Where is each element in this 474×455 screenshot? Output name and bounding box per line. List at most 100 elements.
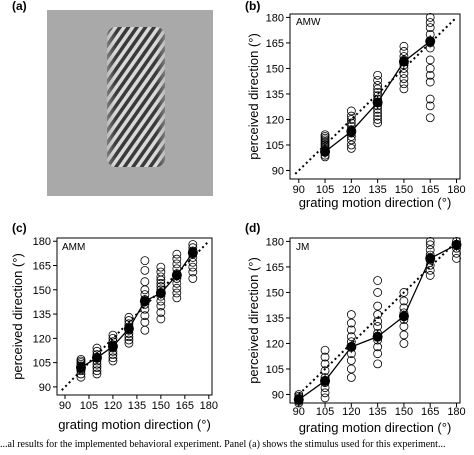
panel-d-trial-point <box>320 352 330 362</box>
panel-d-trial-point <box>399 322 409 331</box>
panel-d-trial-point <box>399 288 409 297</box>
panel-c-x-tick-label: 150 <box>152 400 170 412</box>
panel-d-x-tick-label: 150 <box>395 406 413 418</box>
panel-c-letter: (c) <box>12 221 27 235</box>
panel-b-trial-point <box>425 101 435 111</box>
panel-c-trial-point <box>108 330 118 340</box>
panel-d-trial-point <box>373 316 383 326</box>
panel-c-trial-point <box>188 267 198 277</box>
panel-d-trial-point <box>346 373 356 382</box>
panel-c-mean-point <box>187 247 198 258</box>
panel-d-trial-point <box>346 332 356 342</box>
figure-caption: ...al results for the implemented behavi… <box>0 439 446 450</box>
panel-d-y-tick-label: 120 <box>266 338 284 350</box>
panel-d-x-tick-label: 135 <box>368 406 386 418</box>
panel-c-mean-point <box>91 352 102 363</box>
panel-d-trial-point <box>346 325 356 335</box>
panel-c-y-tick-label: 180 <box>33 236 51 248</box>
panel-b-trial-point <box>425 18 435 27</box>
panel-d-y-tick-label: 180 <box>266 236 284 248</box>
panel-b-trial-point <box>373 115 383 124</box>
panel-c-trial-point <box>172 293 182 303</box>
panel-c-trial-point <box>156 301 166 311</box>
panel-c-x-tick-label: 165 <box>176 400 194 412</box>
panel-d-x-axis-label: grating motion direction (°) <box>299 420 452 435</box>
panel-b-trial-point <box>399 69 409 78</box>
panel-d-x-tick-label: 180 <box>447 406 465 418</box>
panel-b-trial-point <box>399 79 409 89</box>
panel-d-plot-frame <box>289 237 461 404</box>
panel-d-trial-point <box>373 276 383 285</box>
stimulus-edge-fade <box>107 27 165 167</box>
panel-b-trial-point <box>373 111 383 121</box>
panel-d-mean-point <box>451 239 462 250</box>
panel-d-trial-point <box>425 237 435 246</box>
panel-b-trial-point <box>425 77 435 87</box>
panel-c-x-tick-label: 180 <box>200 400 218 412</box>
panel-b-x-axis-label: grating motion direction (°) <box>299 195 452 210</box>
panel-c-mean-point <box>75 362 86 373</box>
panel-d-trial-point <box>373 310 383 319</box>
panel-d-y-tick-label: 90 <box>272 389 284 401</box>
panel-d-subject-label: JM <box>296 242 309 253</box>
panel-d: (d) JM 90 105 120 135 150 165 180 90 105 120 135 150 1… <box>245 221 466 435</box>
panel-c-x-tick-label: 90 <box>59 400 71 412</box>
panel-c-trial-point <box>140 325 150 335</box>
panel-b-y-axis-label: perceived direction (°) <box>246 33 261 160</box>
panel-c-y-tick-label: 120 <box>33 333 51 345</box>
panel-b-mean-point <box>346 126 357 137</box>
panel-c-mean-point <box>155 288 166 299</box>
panel-c-x-tick-label: 105 <box>80 400 98 412</box>
panel-b-trial-point <box>399 74 409 84</box>
panel-c-trial-point <box>188 274 198 283</box>
panel-b-mean-point <box>398 56 409 67</box>
panel-b-x-tick-label: 120 <box>342 184 360 196</box>
panel-b-trial-point <box>346 106 356 116</box>
panel-b-trial-point <box>399 41 409 51</box>
panel-c: (c) AMM 90 105 120 135 150 165 180 90 105 120 135 150… <box>10 221 218 432</box>
panel-d-trial-point <box>373 322 383 331</box>
panel-b-trial-point <box>425 94 435 104</box>
panel-d-trial-point <box>452 254 461 263</box>
panel-b-letter: (b) <box>245 0 260 13</box>
panel-b-y-tick-label: 165 <box>266 38 284 50</box>
panel-c-trial-point <box>140 265 150 275</box>
panel-d-trial-point <box>346 318 356 328</box>
panel-c-trial-point <box>108 356 118 366</box>
panel-d-trial-point <box>399 339 409 348</box>
panel-b-trial-point <box>373 87 383 97</box>
figure: (a) (b) AMW 90 105 120 135 150 165 180 90 105 120 13… <box>10 0 466 435</box>
panel-b-trial-point <box>425 64 435 73</box>
panel-c-y-tick-label: 105 <box>33 358 51 370</box>
panel-c-trial-point <box>172 259 182 269</box>
panel-a-letter: (a) <box>12 0 27 13</box>
panel-d-y-tick-label: 105 <box>266 364 284 376</box>
panel-d-trial-point <box>320 393 330 403</box>
panel-c-trial-point <box>188 262 198 272</box>
panel-c-trial-point <box>140 311 150 321</box>
panel-b-trial-point <box>399 84 409 94</box>
panel-d-trial-point <box>399 330 409 340</box>
panel-d-trial-point <box>346 364 356 374</box>
panel-d-trial-point <box>320 345 330 355</box>
panel-b-trial-point <box>346 115 356 124</box>
panel-c-trial-point <box>140 277 150 287</box>
panel-d-x-tick-label: 165 <box>421 406 439 418</box>
panel-b-trial-point <box>399 47 409 56</box>
panel-d-trial-point <box>373 288 383 297</box>
panel-b-trial-point <box>373 108 383 118</box>
panel-d-mean-point <box>372 331 383 342</box>
panel-d-trial-point <box>425 240 435 250</box>
panel-d-trial-point <box>346 356 356 365</box>
panel-c-trial-point <box>172 283 182 293</box>
panel-d-mean-point <box>346 341 357 352</box>
panel-c-mean-point <box>123 323 134 334</box>
panel-d-trial-point <box>373 359 383 369</box>
panel-c-trial-point <box>92 369 102 379</box>
panel-b-x-tick-label: 165 <box>421 184 439 196</box>
panel-b-x-tick-label: 180 <box>447 184 465 196</box>
panel-b-plot-frame <box>289 13 461 180</box>
panel-d-trial-point <box>320 388 330 398</box>
panel-b-trial-point <box>373 70 383 80</box>
panel-c-trial-point <box>156 314 166 324</box>
